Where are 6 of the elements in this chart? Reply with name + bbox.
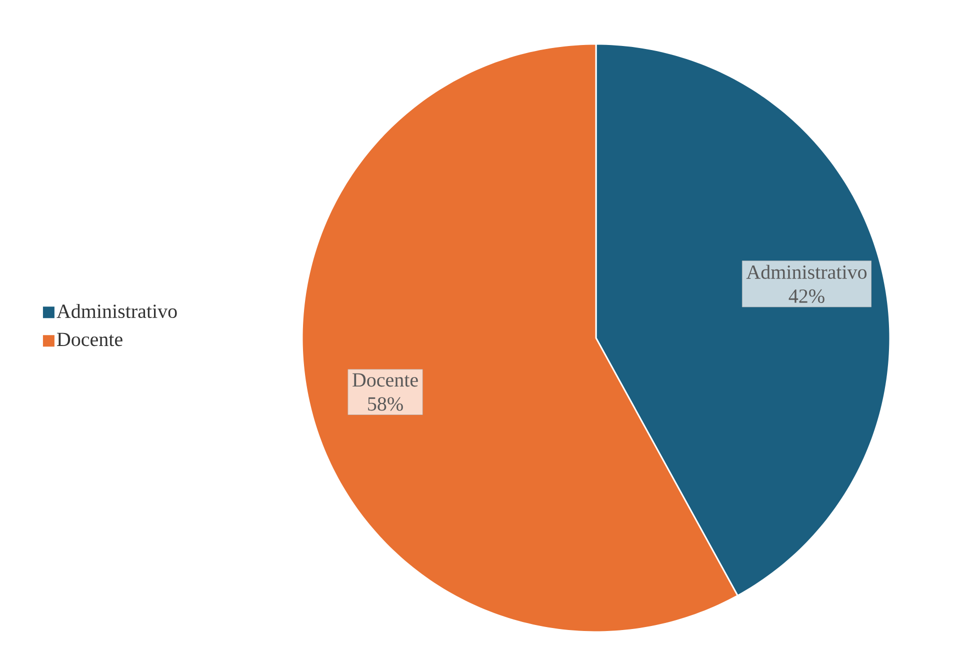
legend-label: Administrativo	[56, 304, 177, 318]
data-label: 42%	[788, 289, 824, 303]
slice-label: Administrativo	[746, 264, 867, 279]
slice-label: Docente	[352, 373, 418, 387]
legend-label: Docente	[57, 332, 122, 346]
data-label: 58%	[368, 397, 403, 411]
